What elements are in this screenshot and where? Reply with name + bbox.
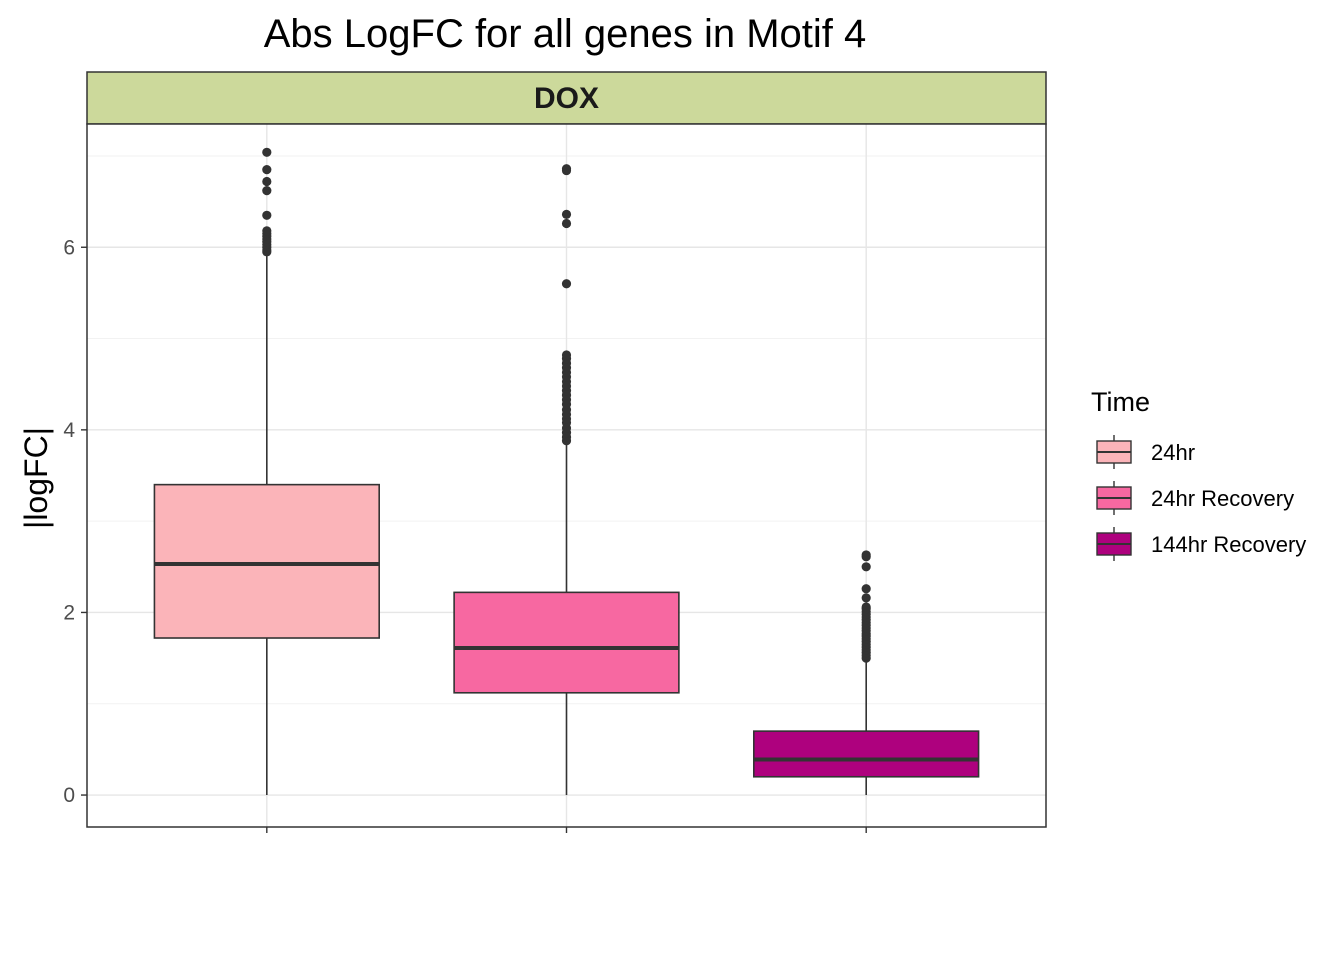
y-tick-label: 0 [63, 784, 75, 807]
outlier-point [561, 218, 572, 229]
outlier-point [861, 584, 871, 594]
legend-title: Time [1091, 387, 1150, 417]
legend-label: 144hr Recovery [1151, 532, 1306, 557]
outlier-point [861, 602, 871, 612]
legend-item: 24hr Recovery [1096, 481, 1294, 515]
outlier-point [861, 593, 871, 603]
x-axis [266, 827, 867, 833]
legend-item: 144hr Recovery [1096, 527, 1306, 561]
outlier-point [561, 164, 572, 174]
legend: Time 24hr 24hr Recovery 144hr Recovery [1091, 387, 1306, 561]
outlier-point [262, 165, 272, 175]
legend-label: 24hr Recovery [1151, 486, 1294, 511]
y-axis-label: |logFC| [18, 427, 54, 529]
outlier-point [561, 209, 572, 219]
legend-label: 24hr [1151, 440, 1195, 465]
outlier-point [561, 350, 572, 360]
outlier-point [262, 226, 272, 236]
outlier-point [861, 550, 871, 560]
outlier-point [861, 562, 871, 572]
y-tick-label: 4 [63, 419, 75, 442]
box-group [453, 164, 680, 796]
outlier-point [262, 176, 272, 187]
facet-label: DOX [534, 82, 599, 115]
facet-strip [86, 71, 1047, 125]
chart-title: Abs LogFC for all genes in Motif 4 [264, 12, 867, 56]
y-tick-label: 2 [63, 601, 75, 624]
box-group [153, 147, 380, 796]
box [753, 730, 980, 778]
y-axis: 0 2 4 6 [63, 236, 87, 807]
y-tick-label: 6 [63, 236, 75, 259]
box [453, 591, 680, 694]
boxes [153, 147, 980, 796]
outlier-point [561, 279, 572, 289]
outlier-point [262, 210, 272, 220]
legend-item: 24hr [1096, 435, 1195, 469]
box-group [753, 550, 980, 796]
box [153, 483, 380, 639]
outlier-point [262, 147, 272, 157]
outlier-point [262, 186, 272, 196]
